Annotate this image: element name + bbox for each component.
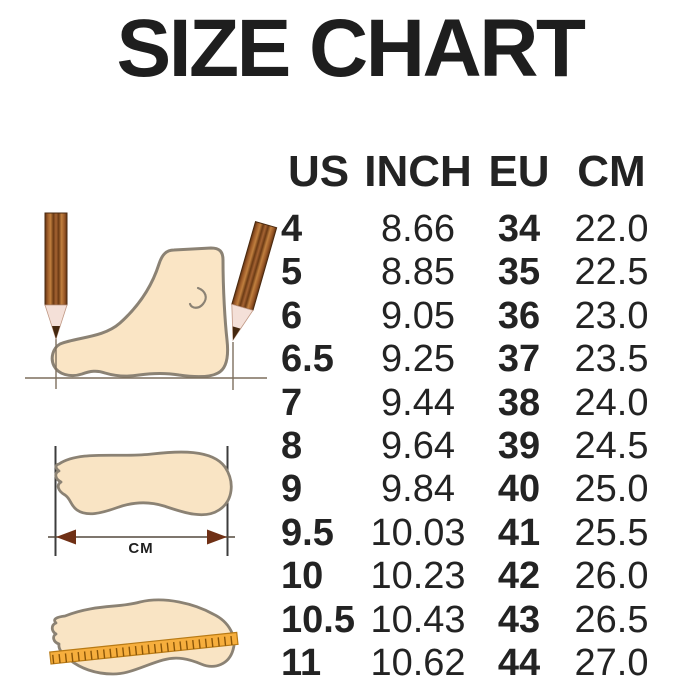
measure-arrow <box>48 529 235 545</box>
cell-eu: 37 <box>497 338 541 381</box>
cell-eu: 43 <box>497 598 541 641</box>
cell-inch: 9.64 <box>381 424 455 467</box>
table-row: 7 9.44 38 24.0 <box>281 382 665 425</box>
col-header-inch: INCH <box>364 147 472 196</box>
cell-inch: 10.03 <box>370 511 466 554</box>
table-row: 6 9.05 36 23.0 <box>281 295 665 338</box>
foot-side-pencil-measure-icon <box>25 212 278 390</box>
cell-eu: 39 <box>497 424 541 467</box>
table-row: 4 8.66 34 22.0 <box>281 208 665 251</box>
table-row: 10.5 10.43 43 26.5 <box>281 599 665 642</box>
cell-inch: 9.84 <box>381 468 455 511</box>
col-header-us: US <box>288 147 350 196</box>
cell-eu: 42 <box>497 555 541 598</box>
cell-cm: 25.0 <box>574 468 649 511</box>
ankle-squiggle <box>188 286 207 309</box>
cell-eu: 35 <box>497 251 541 294</box>
cell-us: 8 <box>281 424 303 467</box>
cell-inch: 8.66 <box>381 208 455 250</box>
cell-us: 10 <box>281 555 324 598</box>
cell-us: 4 <box>281 208 303 250</box>
cm-arrow-label: CM <box>128 540 153 557</box>
cell-inch: 9.05 <box>381 294 455 337</box>
cell-us: 9.5 <box>281 511 334 554</box>
cell-cm: 22.0 <box>574 208 649 250</box>
cell-us: 6 <box>281 294 303 337</box>
cell-eu: 41 <box>497 511 541 554</box>
cell-us: 5 <box>281 251 303 294</box>
cell-cm: 24.0 <box>574 381 649 424</box>
page-title: SIZE CHART <box>116 3 587 94</box>
cell-us: 11 <box>281 641 322 684</box>
table-row: 11 10.62 44 27.0 <box>281 642 665 685</box>
cell-cm: 23.5 <box>574 338 649 381</box>
col-header-eu: EU <box>488 147 550 196</box>
table-row: 6.5 9.25 37 23.5 <box>281 338 665 381</box>
foot-outline-length-arrow-icon: CM <box>48 446 235 557</box>
cell-eu: 44 <box>497 641 541 684</box>
table-row: 5 8.85 35 22.5 <box>281 251 665 294</box>
cell-inch: 10.23 <box>370 555 466 598</box>
table-header-row: US INCH EU CM <box>281 146 665 198</box>
cell-eu: 36 <box>497 294 541 337</box>
cell-inch: 9.44 <box>381 381 455 424</box>
cell-inch: 10.62 <box>370 641 466 684</box>
right-pencil-icon <box>231 220 278 342</box>
col-header-cm: CM <box>577 147 646 196</box>
cell-us: 10.5 <box>281 598 355 641</box>
left-pencil-icon <box>44 212 68 389</box>
cell-cm: 22.5 <box>574 251 649 294</box>
cell-cm: 23.0 <box>574 294 649 337</box>
cell-us: 6.5 <box>281 338 334 381</box>
table-row: 9.5 10.03 41 25.5 <box>281 512 665 555</box>
table-row: 9 9.84 40 25.0 <box>281 468 665 511</box>
cell-eu: 34 <box>497 208 541 250</box>
table-row: 10 10.23 42 26.0 <box>281 555 665 598</box>
cell-cm: 26.0 <box>574 555 649 598</box>
cell-inch: 10.43 <box>370 598 466 641</box>
cell-us: 7 <box>281 381 303 424</box>
cell-us: 9 <box>281 468 303 511</box>
table-row: 8 9.64 39 24.5 <box>281 425 665 468</box>
cell-cm: 25.5 <box>574 511 649 554</box>
table-body: 4 8.66 34 22.0 5 8.85 35 22.5 6 9.05 36 … <box>281 208 665 685</box>
cell-inch: 8.85 <box>381 251 455 294</box>
cell-eu: 38 <box>497 381 541 424</box>
footprint-shape <box>54 450 233 517</box>
ruler-icon <box>49 631 239 665</box>
foot-outline-ruler-icon <box>49 598 239 676</box>
size-table: US INCH EU CM 4 8.66 34 22.0 5 8.85 35 2… <box>281 146 665 684</box>
cell-eu: 40 <box>497 468 541 511</box>
cell-inch: 9.25 <box>381 338 455 381</box>
cell-cm: 27.0 <box>574 641 649 684</box>
cell-cm: 24.5 <box>574 424 649 467</box>
foot-side-shape <box>50 246 230 379</box>
cell-cm: 26.5 <box>574 598 649 641</box>
